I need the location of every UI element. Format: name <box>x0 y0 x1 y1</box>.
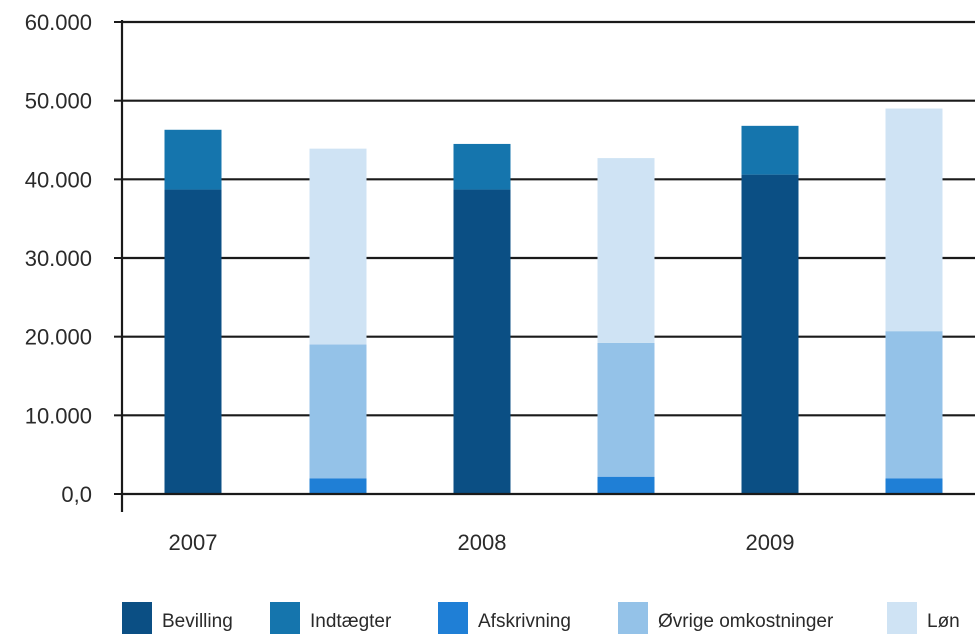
bar-ovrige-omkostninger-2009 <box>885 331 943 479</box>
legend-label-bevilling: Bevilling <box>162 611 233 632</box>
bar-afskrivning-2009 <box>885 478 943 494</box>
legend-label-afskrivning: Afskrivning <box>478 611 571 632</box>
category-label: 2008 <box>458 530 507 555</box>
bar-bevilling-2008 <box>453 189 511 494</box>
legend-label-ovrige-omkostninger: Øvrige omkostninger <box>658 611 834 632</box>
y-tick-label: 50.000 <box>25 89 92 114</box>
legend-swatch-bevilling <box>122 602 152 634</box>
bar-indtaegter-2008 <box>453 143 511 190</box>
bar-lon-2008 <box>597 158 655 343</box>
bar-bevilling-2007 <box>164 189 222 494</box>
legend-swatch-lon <box>887 602 917 634</box>
bar-indtaegter-2009 <box>741 125 799 175</box>
bar-ovrige-omkostninger-2007 <box>309 344 367 479</box>
legend-label-lon: Løn <box>927 611 960 632</box>
legend-label-indtaegter: Indtægter <box>310 611 392 632</box>
y-tick-labels: 0,0 10.000 20.000 30.000 40.000 50.000 60.000 <box>25 10 92 507</box>
legend: Bevilling Indtægter Afskrivning Øvrige omko… <box>122 602 960 634</box>
bar-lon-2007 <box>309 148 367 345</box>
axes <box>114 20 975 512</box>
y-tick-label: 30.000 <box>25 246 92 271</box>
bar-lon-2009 <box>885 108 943 332</box>
bar-bevilling-2009 <box>741 174 799 494</box>
y-tick-label: 10.000 <box>25 403 92 428</box>
bar-afskrivning-2007 <box>309 478 367 494</box>
bars <box>164 108 943 494</box>
bar-ovrige-omkostninger-2008 <box>597 342 655 477</box>
category-label: 2009 <box>746 530 795 555</box>
category-label: 2007 <box>169 530 218 555</box>
y-tick-label: 60.000 <box>25 10 92 35</box>
y-tick-label: 40.000 <box>25 167 92 192</box>
bar-afskrivning-2008 <box>597 476 655 494</box>
legend-swatch-ovrige-omkostninger <box>618 602 648 634</box>
legend-swatch-indtaegter <box>270 602 300 634</box>
y-tick-label: 0,0 <box>61 482 92 507</box>
gridlines <box>122 20 975 417</box>
category-labels: 2007 2008 2009 <box>169 530 795 555</box>
bar-indtaegter-2007 <box>164 129 222 190</box>
y-tick-label: 20.000 <box>25 325 92 350</box>
legend-swatch-afskrivning <box>438 602 468 634</box>
